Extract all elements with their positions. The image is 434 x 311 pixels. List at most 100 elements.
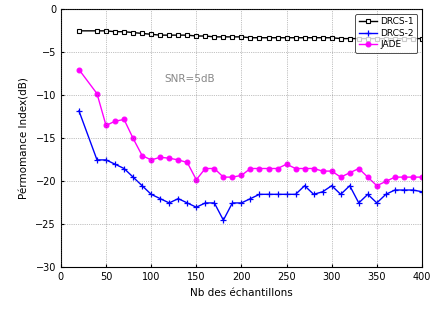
Line: JADE: JADE xyxy=(76,67,424,188)
DRCS-2 xyxy=(400,188,405,192)
JADE xyxy=(202,167,207,170)
DRCS-1 xyxy=(337,37,342,40)
DRCS-1 xyxy=(373,37,378,40)
DRCS-2 xyxy=(373,201,378,205)
JADE xyxy=(220,175,226,179)
DRCS-2 xyxy=(112,162,117,166)
DRCS-2 xyxy=(130,175,135,179)
JADE xyxy=(337,175,342,179)
DRCS-2 xyxy=(328,184,333,188)
DRCS-2 xyxy=(220,218,226,222)
JADE xyxy=(166,156,171,160)
JADE xyxy=(229,175,234,179)
DRCS-1 xyxy=(256,36,261,39)
DRCS-1 xyxy=(220,35,226,39)
JADE xyxy=(130,137,135,140)
Y-axis label: Pérmomance Index(dB): Pérmomance Index(dB) xyxy=(20,77,30,199)
DRCS-2 xyxy=(418,190,424,194)
JADE xyxy=(328,169,333,173)
JADE xyxy=(310,167,316,170)
DRCS-2 xyxy=(391,188,397,192)
JADE xyxy=(301,167,306,170)
DRCS-1 xyxy=(76,29,82,33)
DRCS-2 xyxy=(337,193,342,196)
JADE xyxy=(355,167,361,170)
DRCS-1 xyxy=(247,36,253,39)
DRCS-2 xyxy=(76,109,82,113)
DRCS-2 xyxy=(274,193,279,196)
JADE xyxy=(256,167,261,170)
DRCS-1 xyxy=(211,35,217,39)
DRCS-2 xyxy=(94,158,99,162)
DRCS-2 xyxy=(247,197,253,201)
JADE xyxy=(76,68,82,72)
JADE xyxy=(293,167,298,170)
DRCS-1 xyxy=(166,33,171,37)
DRCS-1 xyxy=(184,33,190,37)
DRCS-1 xyxy=(157,33,162,37)
DRCS-2 xyxy=(310,193,316,196)
JADE xyxy=(319,169,325,173)
Line: DRCS-1: DRCS-1 xyxy=(76,28,424,41)
DRCS-1 xyxy=(103,29,108,33)
JADE xyxy=(409,175,414,179)
DRCS-1 xyxy=(382,37,388,40)
DRCS-2 xyxy=(238,201,243,205)
DRCS-1 xyxy=(400,37,405,40)
JADE xyxy=(391,175,397,179)
DRCS-2 xyxy=(319,190,325,194)
DRCS-1 xyxy=(193,34,198,38)
JADE xyxy=(94,92,99,95)
DRCS-1 xyxy=(265,36,270,39)
DRCS-1 xyxy=(130,31,135,35)
JADE xyxy=(157,156,162,159)
JADE xyxy=(211,167,217,170)
DRCS-1 xyxy=(409,37,414,40)
JADE xyxy=(139,154,145,157)
DRCS-1 xyxy=(121,30,126,34)
DRCS-1 xyxy=(293,36,298,39)
JADE xyxy=(283,162,289,166)
DRCS-1 xyxy=(139,31,145,35)
DRCS-1 xyxy=(365,37,370,40)
X-axis label: Nb des échantillons: Nb des échantillons xyxy=(190,288,292,298)
DRCS-1 xyxy=(301,36,306,39)
DRCS-2 xyxy=(139,184,145,188)
DRCS-1 xyxy=(355,37,361,40)
DRCS-2 xyxy=(301,184,306,188)
DRCS-1 xyxy=(202,34,207,38)
JADE xyxy=(382,179,388,183)
DRCS-1 xyxy=(175,33,181,37)
JADE xyxy=(418,175,424,179)
JADE xyxy=(238,174,243,177)
DRCS-1 xyxy=(310,36,316,39)
JADE xyxy=(193,178,198,182)
DRCS-2 xyxy=(211,201,217,205)
DRCS-1 xyxy=(148,32,154,36)
DRCS-2 xyxy=(148,193,154,196)
Line: DRCS-2: DRCS-2 xyxy=(76,108,424,223)
JADE xyxy=(365,175,370,179)
DRCS-1 xyxy=(346,37,352,40)
DRCS-1 xyxy=(319,36,325,39)
DRCS-2 xyxy=(346,184,352,188)
JADE xyxy=(346,171,352,175)
DRCS-2 xyxy=(202,201,207,205)
DRCS-1 xyxy=(328,36,333,39)
JADE xyxy=(148,158,154,162)
DRCS-2 xyxy=(293,193,298,196)
DRCS-2 xyxy=(157,197,162,201)
DRCS-2 xyxy=(175,197,181,201)
DRCS-2 xyxy=(193,205,198,209)
JADE xyxy=(112,119,117,123)
JADE xyxy=(265,167,270,170)
DRCS-2 xyxy=(355,201,361,205)
JADE xyxy=(175,158,181,162)
JADE xyxy=(373,184,378,188)
JADE xyxy=(247,167,253,170)
Legend: DRCS-1, DRCS-2, JADE: DRCS-1, DRCS-2, JADE xyxy=(354,14,417,53)
DRCS-1 xyxy=(229,35,234,39)
JADE xyxy=(184,160,190,164)
DRCS-1 xyxy=(283,36,289,39)
DRCS-2 xyxy=(409,188,414,192)
